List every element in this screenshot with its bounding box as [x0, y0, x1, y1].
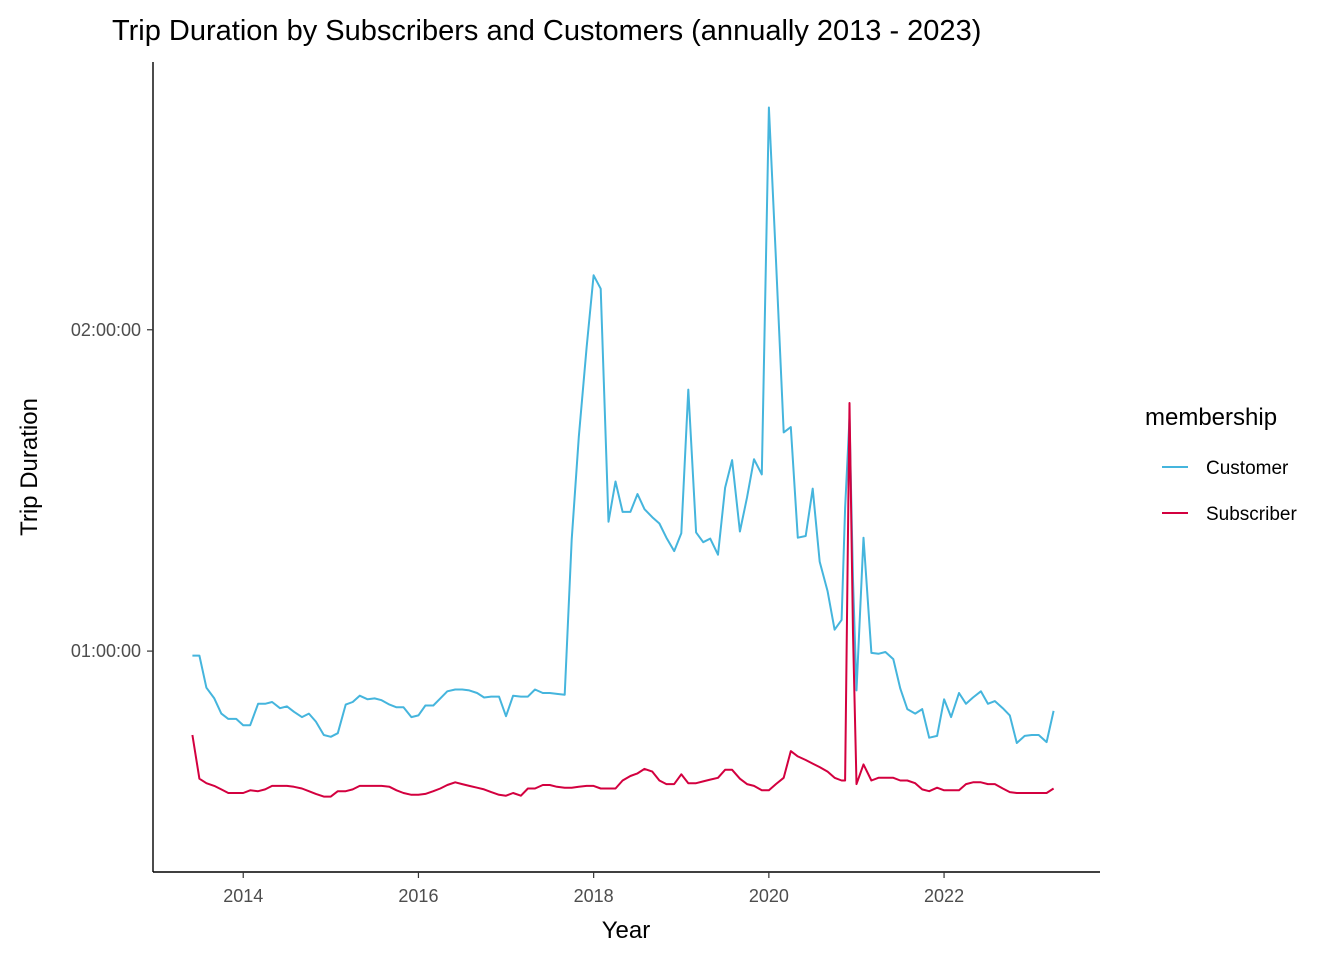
legend-label-subscriber: Subscriber [1206, 504, 1297, 525]
series-line-customer [192, 106, 1055, 744]
x-tick-label: 2016 [398, 886, 438, 906]
y-tick-label: 02:00:00 [71, 320, 141, 340]
x-tick-label: 2022 [924, 886, 964, 906]
legend-items: Customer Subscriber [1162, 458, 1297, 525]
legend: membership Customer Subscriber [1145, 404, 1297, 525]
series-line-subscriber [191, 402, 1055, 798]
x-tick-label: 2020 [749, 886, 789, 906]
plot-area: 01:00:00 02:00:00 2014 2016 2018 2020 2022 [71, 62, 1100, 906]
x-axis-ticks: 2014 2016 2018 2020 2022 [223, 872, 964, 906]
y-axis-ticks: 01:00:00 02:00:00 [71, 320, 153, 661]
y-tick-label: 01:00:00 [71, 641, 141, 661]
chart-title: Trip Duration by Subscribers and Custome… [112, 15, 981, 47]
x-axis-title: Year [602, 917, 651, 944]
x-tick-label: 2014 [223, 886, 263, 906]
legend-title: membership [1145, 404, 1277, 431]
y-axis-title: Trip Duration [16, 398, 43, 536]
series-layer [191, 106, 1055, 798]
x-tick-label: 2018 [574, 886, 614, 906]
legend-label-customer: Customer [1206, 458, 1289, 479]
